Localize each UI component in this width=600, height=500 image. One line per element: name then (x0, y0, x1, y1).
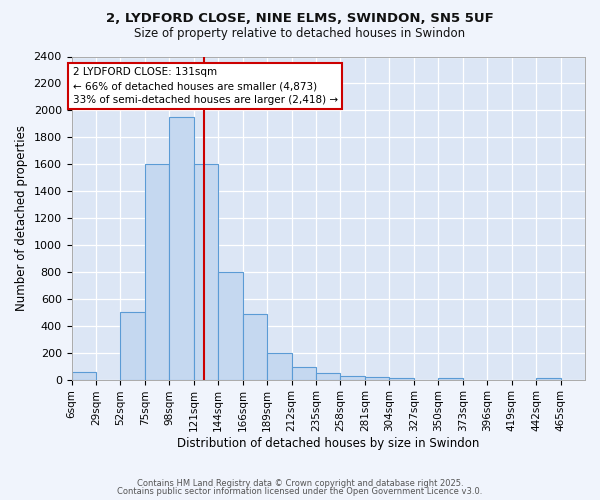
Bar (267, 352, 292, 380)
Bar (169, 117, 194, 380)
Bar (71, 372, 96, 380)
Bar (194, 164, 218, 380)
Bar (389, 378, 414, 380)
Bar (121, 312, 145, 380)
Bar (340, 376, 365, 380)
Bar (218, 272, 242, 380)
Bar (242, 314, 267, 380)
Text: Size of property relative to detached houses in Swindon: Size of property relative to detached ho… (134, 28, 466, 40)
Bar (292, 368, 316, 380)
Text: 2, LYDFORD CLOSE, NINE ELMS, SWINDON, SN5 5UF: 2, LYDFORD CLOSE, NINE ELMS, SWINDON, SN… (106, 12, 494, 26)
Text: 2 LYDFORD CLOSE: 131sqm
← 66% of detached houses are smaller (4,873)
33% of semi: 2 LYDFORD CLOSE: 131sqm ← 66% of detache… (73, 68, 338, 106)
Text: Contains HM Land Registry data © Crown copyright and database right 2025.: Contains HM Land Registry data © Crown c… (137, 478, 463, 488)
Y-axis label: Number of detached properties: Number of detached properties (15, 125, 28, 311)
Bar (438, 378, 463, 380)
Text: Contains public sector information licensed under the Open Government Licence v3: Contains public sector information licen… (118, 487, 482, 496)
X-axis label: Distribution of detached houses by size in Swindon: Distribution of detached houses by size … (177, 437, 479, 450)
Bar (536, 378, 560, 380)
Bar (316, 373, 340, 380)
Bar (145, 164, 169, 380)
Bar (365, 377, 389, 380)
